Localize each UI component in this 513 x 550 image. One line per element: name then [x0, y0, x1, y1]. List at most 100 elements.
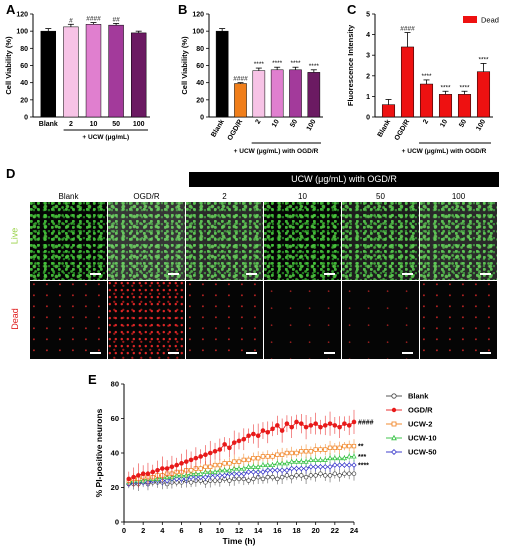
legend-label-e-4: UCW-50 [408, 448, 437, 457]
x-tick-label-e: 20 [311, 526, 319, 535]
point-e [198, 466, 203, 471]
point-e [227, 445, 232, 451]
y-tick-label-b: 40 [196, 80, 204, 87]
point-e [332, 423, 338, 428]
point-e [241, 457, 246, 463]
point-e [284, 421, 290, 426]
point-e [313, 447, 318, 452]
micrograph-dead-10 [264, 281, 341, 359]
micrograph-row-live: Live [9, 227, 20, 245]
point-e [164, 466, 170, 471]
point-e [256, 456, 261, 461]
point-e [346, 471, 352, 476]
legend-marker-e-0 [391, 393, 397, 399]
bar-c-2 [419, 83, 434, 118]
y-tick-label-e: 60 [111, 414, 119, 423]
category-label-c-5: 100 [475, 118, 487, 132]
point-e [342, 443, 347, 449]
x-label-c: + UCW (μg/mL) with OGD/R [402, 148, 487, 155]
micrograph-live-ogdr [108, 202, 185, 280]
point-e [174, 476, 180, 482]
point-e [217, 462, 222, 468]
category-label-a-2: 10 [90, 121, 98, 128]
point-e [327, 464, 333, 470]
point-e [289, 458, 295, 464]
point-e [265, 429, 271, 435]
micrograph-dead-100 [420, 281, 497, 359]
bar-a-1 [63, 26, 79, 118]
point-e [303, 465, 309, 472]
annotation-c-1: #### [400, 26, 415, 33]
point-e [294, 450, 299, 456]
point-e [294, 473, 299, 478]
bar-b-3 [270, 69, 284, 118]
category-label-a-3: 50 [112, 121, 120, 128]
point-e [136, 473, 141, 478]
x-label-a: + UCW (μg/mL) [82, 134, 129, 141]
point-e [140, 471, 146, 476]
micrograph-col-10: 10 [298, 192, 307, 201]
point-e [303, 458, 309, 464]
point-e [327, 421, 333, 426]
x-tick-label-e: 4 [160, 526, 165, 535]
point-e [279, 428, 285, 433]
point-e [269, 462, 276, 468]
point-e [274, 460, 280, 466]
point-e [284, 450, 290, 456]
point-e [279, 467, 285, 473]
point-e [212, 462, 218, 468]
point-e [236, 471, 242, 477]
x-label-e: Time (h) [223, 536, 256, 546]
point-e [260, 428, 266, 433]
y-tick-label-a: 80 [20, 46, 28, 53]
category-label-c-2: 2 [422, 118, 430, 125]
point-e [231, 440, 237, 445]
point-e [351, 443, 357, 449]
significance-e-2: ** [358, 444, 364, 451]
significance-e-3: *** [358, 454, 366, 461]
micrograph-header-label: UCW (μg/mL) with OGD/R [291, 174, 397, 184]
y-tick-label-e: 80 [111, 380, 119, 389]
point-e [246, 463, 252, 469]
point-e [227, 478, 232, 483]
significance-e-1: #### [358, 419, 374, 426]
point-e [298, 465, 304, 472]
series-ogd-r [126, 409, 357, 488]
point-e [188, 468, 194, 473]
legend-label-e-3: UCW-10 [408, 434, 437, 443]
micrograph-live-10 [264, 202, 341, 280]
annotation-a-3: ## [112, 16, 120, 23]
y-tick-label-a: 40 [20, 80, 28, 87]
micrograph-dead-2 [186, 281, 263, 359]
legend-swatch-c [463, 16, 477, 23]
bar-a-4 [130, 32, 147, 118]
y-tick-label-e: 40 [111, 449, 119, 458]
point-e [337, 445, 342, 450]
point-e [150, 469, 156, 475]
point-e [274, 467, 281, 473]
point-e [341, 455, 347, 461]
point-e [217, 447, 223, 452]
annotation-a-1: # [69, 17, 73, 24]
micrograph-dead-ogdr [108, 281, 185, 359]
point-e [241, 436, 247, 442]
annotation-b-4: **** [290, 60, 301, 67]
legend-label-c: Dead [481, 16, 499, 25]
point-e [342, 471, 347, 476]
point-e [312, 464, 319, 470]
point-e [203, 452, 208, 458]
point-e [298, 458, 304, 464]
point-e [236, 459, 242, 464]
point-e [265, 454, 270, 459]
point-e [303, 449, 309, 454]
annotation-c-4: **** [459, 84, 470, 91]
micrograph-live-50 [342, 202, 419, 280]
point-e [169, 464, 175, 470]
annotation-b-1: #### [233, 76, 248, 83]
y-label-c: Fluorescence Intensity [346, 24, 355, 106]
point-e [275, 476, 280, 482]
x-tick-label-e: 8 [199, 526, 203, 535]
point-e [317, 464, 324, 470]
bar-c-0 [381, 104, 396, 118]
